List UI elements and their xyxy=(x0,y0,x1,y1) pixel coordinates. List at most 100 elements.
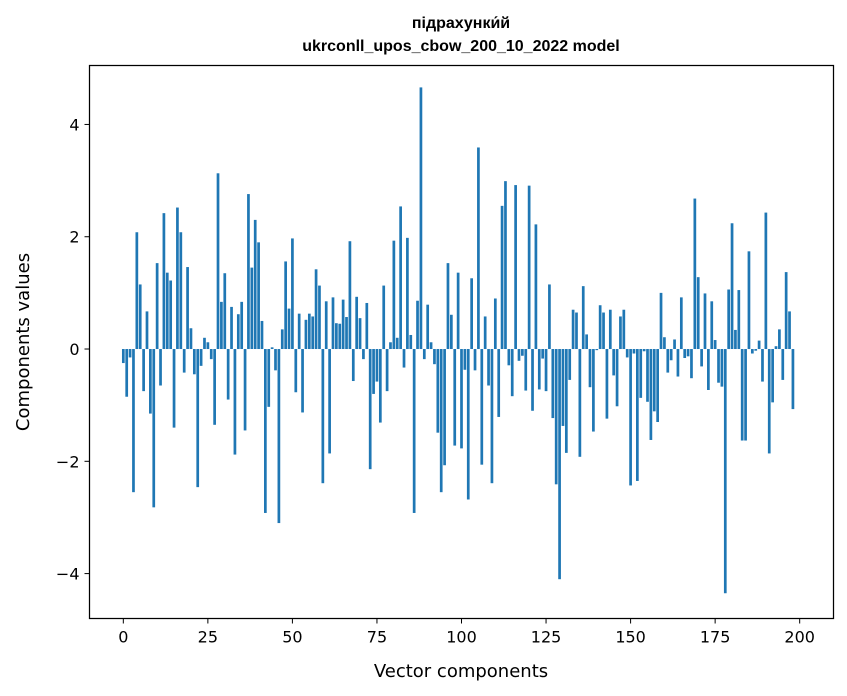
bar xyxy=(717,349,720,383)
bar xyxy=(186,267,189,350)
bar xyxy=(531,349,534,411)
y-axis-label: Components values xyxy=(13,253,34,431)
bar xyxy=(517,349,521,361)
y-ticks-group: −4 −2 0 2 4 xyxy=(56,115,90,584)
bar xyxy=(767,349,771,454)
bar xyxy=(348,241,352,350)
bar xyxy=(710,301,714,350)
bar xyxy=(176,207,179,350)
bar xyxy=(328,349,331,454)
bar xyxy=(395,337,399,350)
bar xyxy=(690,349,693,379)
bar xyxy=(203,337,206,350)
bar xyxy=(132,349,135,493)
bar xyxy=(439,349,443,493)
bar xyxy=(568,349,572,380)
bar xyxy=(318,285,321,350)
bar xyxy=(429,342,433,350)
bar xyxy=(558,349,561,580)
bar xyxy=(284,261,287,350)
bar xyxy=(216,173,220,350)
bar xyxy=(236,314,240,350)
bar xyxy=(162,213,166,350)
bar xyxy=(470,278,473,350)
bar xyxy=(145,311,149,350)
x-tick-label: 150 xyxy=(615,628,646,647)
x-tick-label: 25 xyxy=(198,628,218,647)
bar xyxy=(700,349,703,367)
bar xyxy=(676,349,680,377)
bar xyxy=(477,147,480,350)
bar xyxy=(189,328,193,350)
bar xyxy=(159,349,162,386)
bar xyxy=(460,349,463,449)
x-tick-label: 100 xyxy=(446,628,477,647)
bar xyxy=(669,349,673,361)
bar xyxy=(622,309,626,350)
bar xyxy=(382,285,386,350)
bar xyxy=(375,349,379,382)
y-tick-label: 4 xyxy=(69,115,79,134)
bar xyxy=(466,349,470,500)
bar xyxy=(683,349,687,358)
bar xyxy=(446,263,450,350)
bar xyxy=(608,309,612,350)
bar xyxy=(443,349,446,466)
y-tick-label: 0 xyxy=(69,340,79,359)
x-tick-label: 50 xyxy=(282,628,302,647)
bar xyxy=(257,242,260,350)
bar xyxy=(155,263,159,350)
bar xyxy=(483,316,487,350)
bar xyxy=(433,349,436,365)
bar xyxy=(497,349,501,417)
bar xyxy=(737,290,741,350)
bar xyxy=(280,329,284,350)
plot-frame xyxy=(88,64,835,620)
bars-group xyxy=(121,87,795,594)
bar xyxy=(362,349,365,360)
bar xyxy=(784,272,788,350)
bar xyxy=(541,349,545,359)
bar xyxy=(527,185,531,350)
bar xyxy=(534,224,538,350)
bar xyxy=(128,349,132,358)
bar xyxy=(686,349,690,357)
bar xyxy=(409,334,413,350)
bar xyxy=(422,349,426,360)
bar xyxy=(602,312,605,350)
bar xyxy=(335,323,338,350)
bar xyxy=(761,349,764,382)
bar xyxy=(392,240,396,350)
bar xyxy=(588,349,592,388)
bar xyxy=(652,349,656,412)
bar xyxy=(636,349,639,481)
bar xyxy=(642,349,646,352)
bar xyxy=(696,277,700,350)
bar xyxy=(504,181,507,350)
y-tick-label: −2 xyxy=(56,452,80,471)
bar xyxy=(727,289,731,350)
y-tick-label: −4 xyxy=(56,565,80,584)
bar xyxy=(206,342,210,350)
bar xyxy=(592,349,595,432)
chart-title-line-1: підрахунки́й xyxy=(412,15,510,32)
bar xyxy=(169,280,173,350)
bar xyxy=(585,334,588,350)
bar xyxy=(666,349,670,373)
bar xyxy=(321,349,325,484)
bar xyxy=(649,349,653,440)
bar xyxy=(307,313,311,350)
bar xyxy=(493,298,497,350)
bar xyxy=(480,349,484,465)
x-ticks-group: 0 25 50 75 100 125 150 175 200 xyxy=(118,618,815,647)
bar xyxy=(561,349,565,426)
bar xyxy=(757,340,761,350)
bar xyxy=(291,238,294,350)
bar xyxy=(419,87,423,350)
bar xyxy=(247,194,250,350)
bar xyxy=(385,349,389,392)
bar xyxy=(165,272,169,350)
bar xyxy=(213,349,216,425)
bar xyxy=(416,300,419,350)
